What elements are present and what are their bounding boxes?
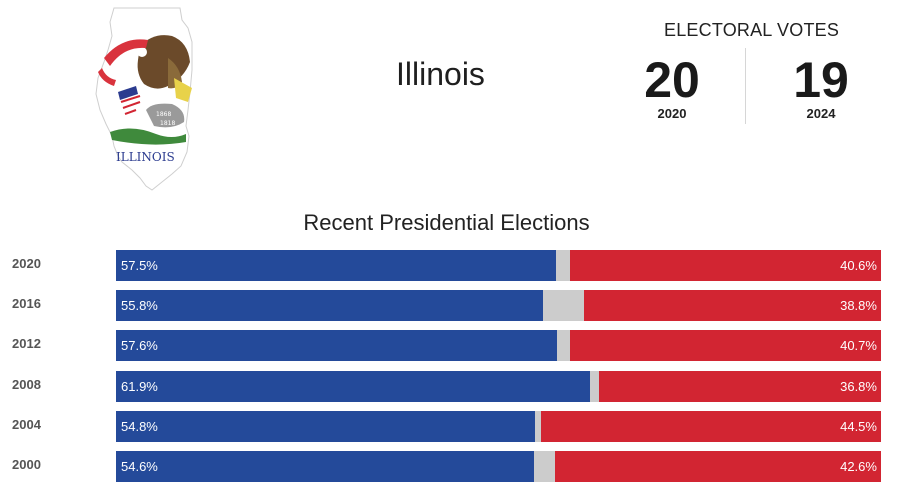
election-row: 2008 61.9% 36.8% — [0, 370, 900, 402]
election-row: 2000 54.6% 42.6% — [0, 450, 900, 482]
election-year: 2012 — [12, 336, 41, 352]
democrat-segment: 54.6% — [116, 450, 534, 482]
democrat-segment: 54.8% — [116, 410, 536, 442]
election-row: 2016 55.8% 38.8% — [0, 290, 900, 322]
election-row: 2012 57.6% 40.7% — [0, 330, 900, 362]
result-bar[interactable]: 55.8% 38.8% — [116, 290, 881, 322]
election-results-list: 2020 57.5% 40.6% 2016 55.8% 38.8% 2012 57.6% 40.… — [0, 250, 900, 491]
electoral-votes-2024-value: 19 — [793, 52, 849, 108]
election-year: 2020 — [12, 256, 41, 271]
other-segment — [542, 290, 585, 322]
result-bar[interactable]: 61.9% 36.8% — [116, 370, 881, 402]
democrat-percent: 61.9% — [121, 378, 158, 394]
election-row: 2020 57.5% 40.6% — [0, 250, 900, 281]
republican-percent: 44.5% — [840, 418, 877, 434]
svg-text:ILLINOIS: ILLINOIS — [116, 150, 175, 164]
election-year: 2004 — [12, 416, 41, 432]
electoral-votes-2020-value: 20 — [644, 52, 700, 108]
republican-segment: 42.6% — [555, 450, 881, 482]
state-outline-flag: 1868 1818 ILLINOIS — [92, 6, 202, 192]
electoral-votes-2024-year: 2024 — [806, 106, 836, 121]
republican-segment: 40.7% — [569, 330, 881, 362]
republican-percent: 42.6% — [840, 458, 877, 474]
electoral-votes-title: ELECTORAL VOTES — [664, 20, 840, 40]
republican-segment: 40.6% — [570, 250, 881, 281]
republican-percent: 36.8% — [840, 378, 877, 394]
democrat-segment: 55.8% — [116, 290, 543, 322]
democrat-percent: 54.8% — [121, 418, 158, 434]
republican-segment: 36.8% — [599, 370, 881, 402]
state-name: Illinois — [396, 56, 485, 92]
other-segment — [556, 330, 570, 362]
svg-text:1818: 1818 — [160, 120, 175, 127]
svg-text:1868: 1868 — [156, 111, 171, 118]
result-bar[interactable]: 57.5% 40.6% — [116, 250, 881, 281]
democrat-percent: 55.8% — [121, 298, 158, 314]
result-bar[interactable]: 54.8% 44.5% — [116, 410, 881, 442]
elections-section-title: Recent Presidential Elections — [303, 210, 590, 235]
electoral-votes-divider — [745, 48, 746, 124]
election-year: 2016 — [12, 296, 41, 312]
result-bar[interactable]: 57.6% 40.7% — [116, 330, 881, 362]
electoral-votes-2020-year: 2020 — [657, 106, 687, 121]
election-year: 2008 — [12, 376, 41, 392]
election-year: 2000 — [12, 456, 41, 472]
democrat-percent: 57.5% — [121, 258, 158, 273]
republican-segment: 44.5% — [540, 410, 881, 442]
democrat-segment: 61.9% — [116, 370, 590, 402]
republican-segment: 38.8% — [584, 290, 881, 322]
republican-percent: 40.6% — [840, 258, 877, 273]
democrat-percent: 54.6% — [121, 458, 158, 474]
democrat-segment: 57.5% — [116, 250, 556, 281]
other-segment — [589, 370, 600, 402]
other-segment — [535, 410, 541, 442]
democrat-percent: 57.6% — [121, 338, 158, 354]
other-segment — [533, 450, 556, 482]
democrat-segment: 57.6% — [116, 330, 557, 362]
republican-percent: 40.7% — [840, 338, 877, 354]
other-segment — [555, 250, 571, 281]
election-row: 2004 54.8% 44.5% — [0, 410, 900, 442]
republican-percent: 38.8% — [840, 298, 877, 314]
result-bar[interactable]: 54.6% 42.6% — [116, 450, 881, 482]
